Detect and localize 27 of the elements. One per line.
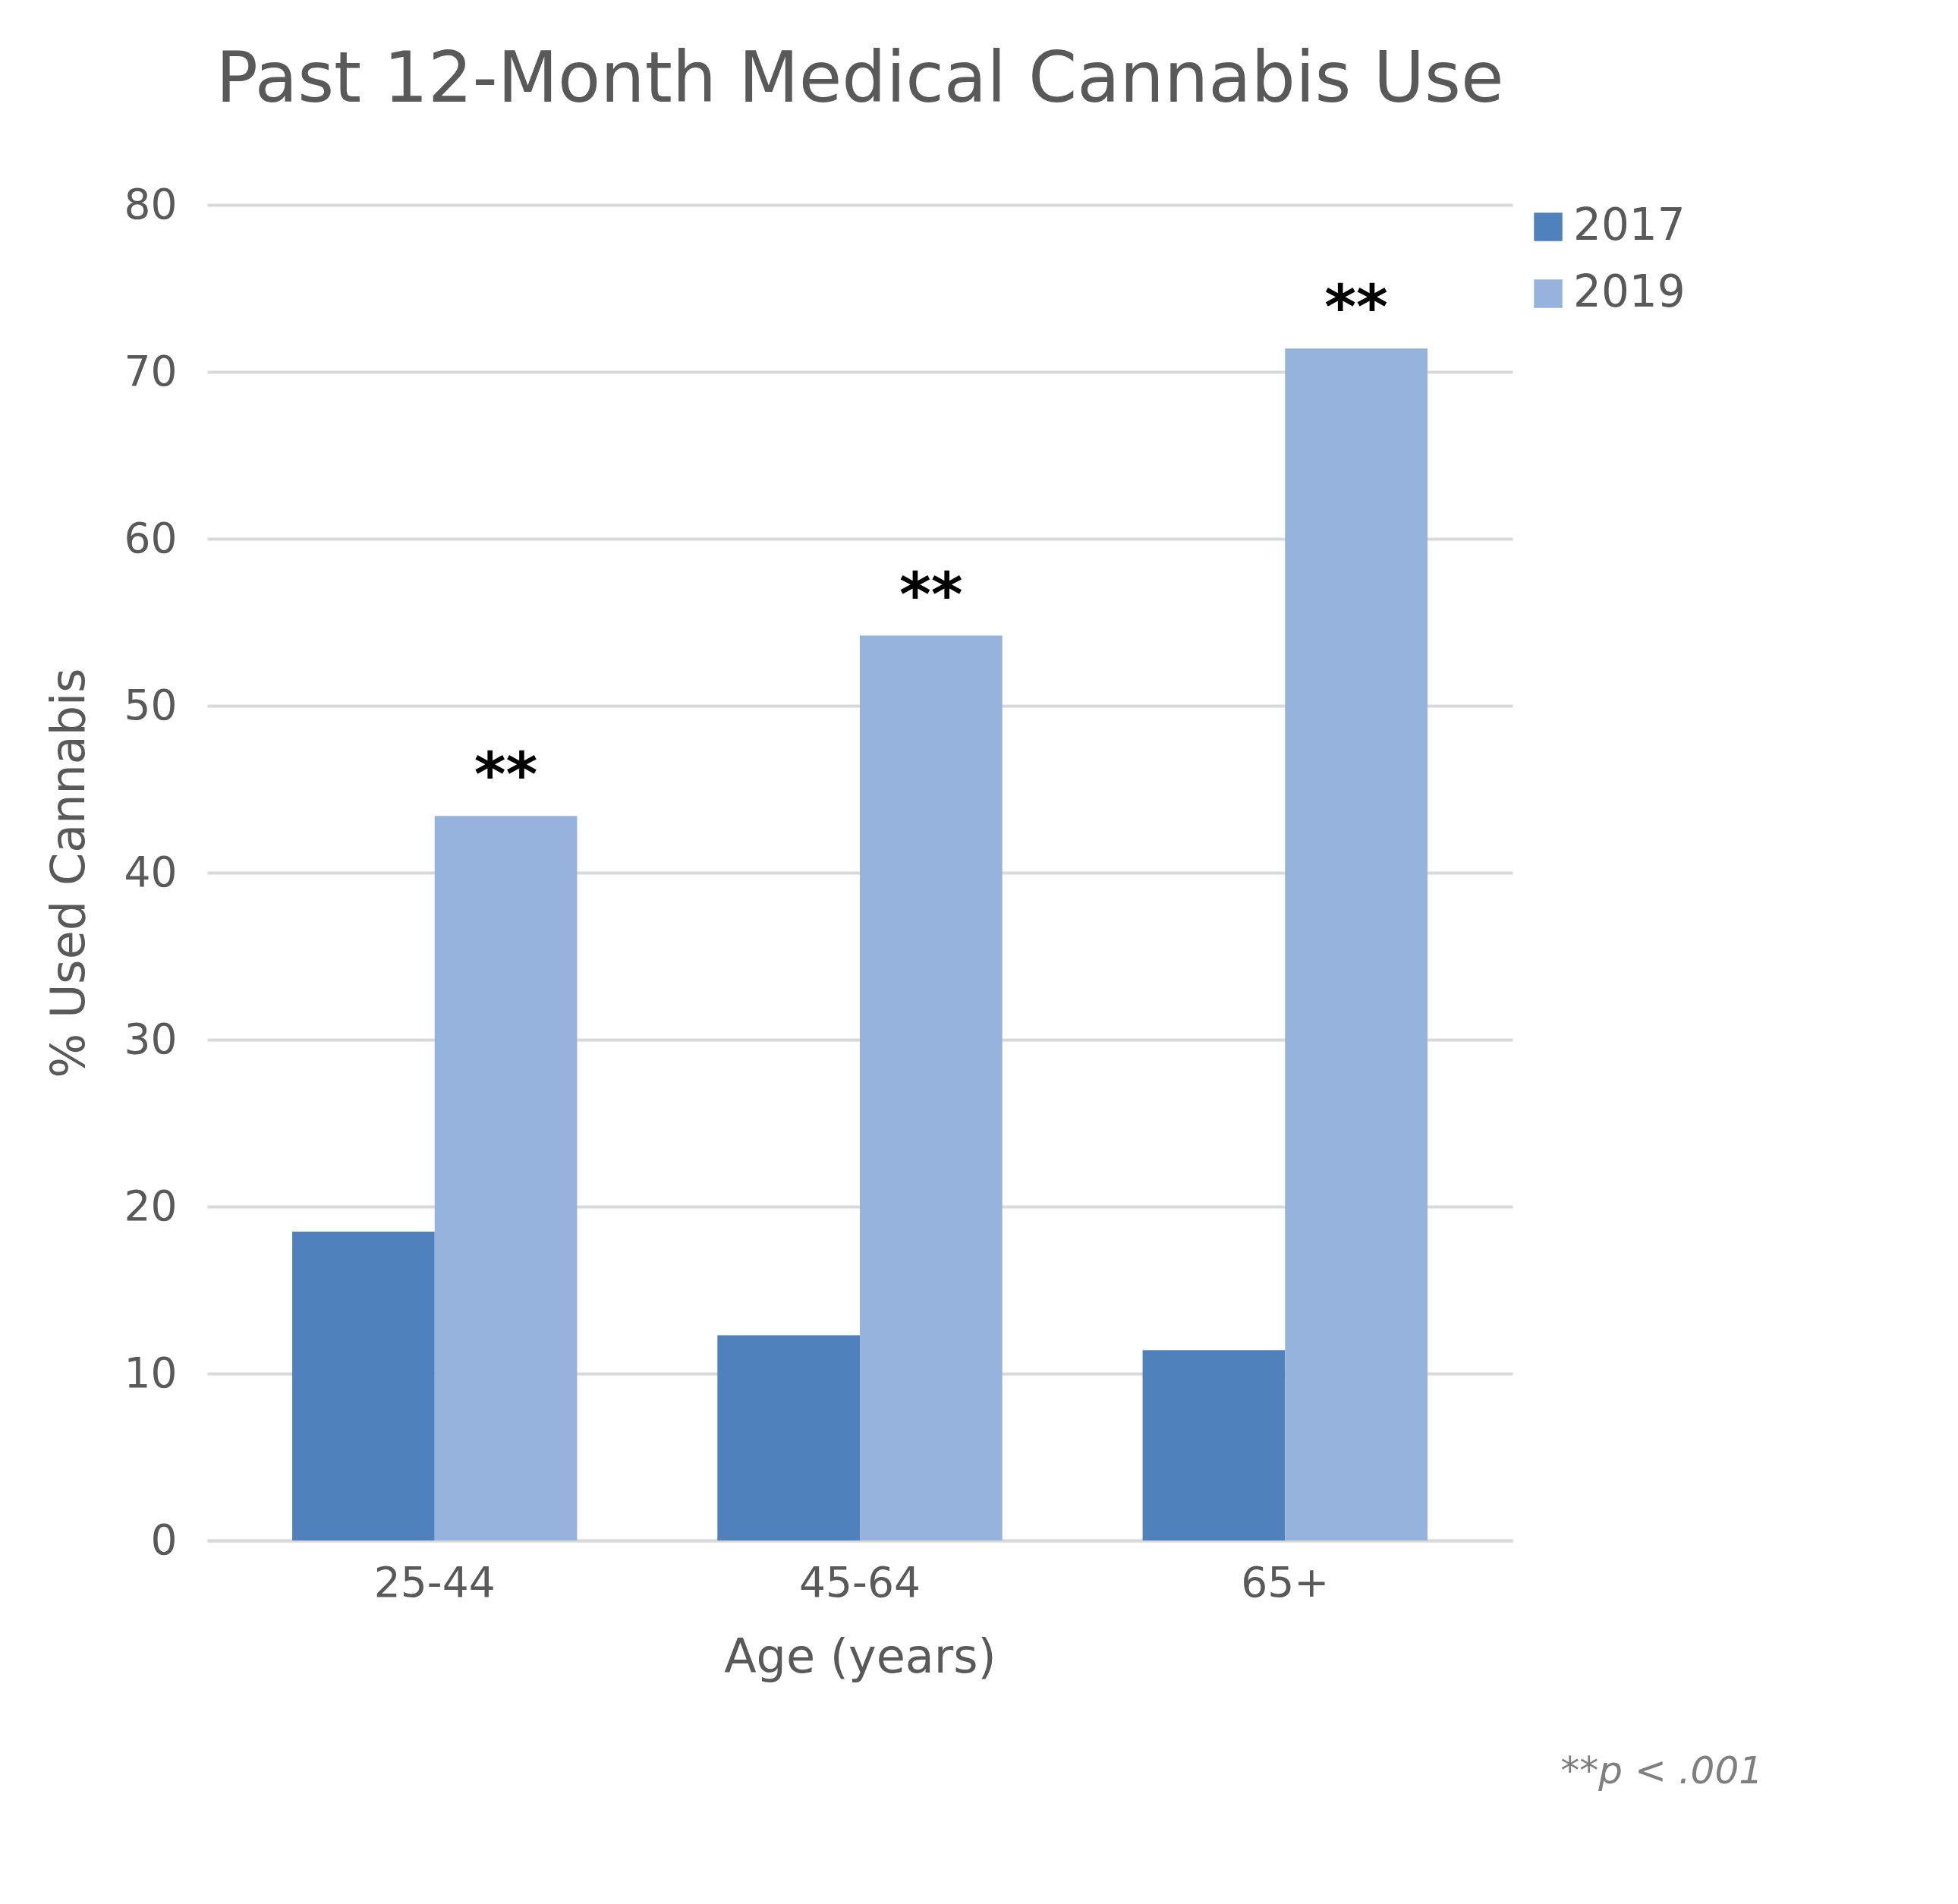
x-tick-label: 65+ xyxy=(1241,1557,1330,1607)
bar xyxy=(717,1335,860,1541)
x-axis-title: Age (years) xyxy=(724,1628,996,1684)
y-tick-label: 60 xyxy=(124,513,178,562)
y-tick-label: 20 xyxy=(124,1181,178,1230)
bar xyxy=(434,816,578,1541)
annotation: ** xyxy=(1324,272,1388,343)
y-tick-label: 40 xyxy=(124,847,178,896)
bar xyxy=(292,1232,435,1541)
x-tick-label: 25-44 xyxy=(373,1557,496,1607)
y-axis-title: % Used Cannabis xyxy=(39,668,96,1078)
x-tick-label: 45-64 xyxy=(799,1557,921,1607)
bar xyxy=(860,635,1003,1541)
text: **p < .001 xyxy=(1560,1748,1763,1792)
y-tick-label: 10 xyxy=(124,1348,178,1397)
y-tick-label: 80 xyxy=(124,179,178,228)
annotation: ** xyxy=(899,559,963,630)
y-tick-label: 30 xyxy=(124,1014,178,1063)
legend-label: 2017 xyxy=(1573,199,1686,250)
bar xyxy=(1142,1350,1286,1541)
legend-label: 2019 xyxy=(1573,266,1686,317)
bar xyxy=(1285,348,1428,1541)
y-tick-label: 50 xyxy=(124,680,178,729)
chart-title: Past 12-Month Medical Cannabis Use xyxy=(216,37,1504,118)
y-tick-label: 70 xyxy=(124,346,178,395)
y-tick-label: 0 xyxy=(150,1515,178,1564)
annotation: ** xyxy=(474,739,538,810)
